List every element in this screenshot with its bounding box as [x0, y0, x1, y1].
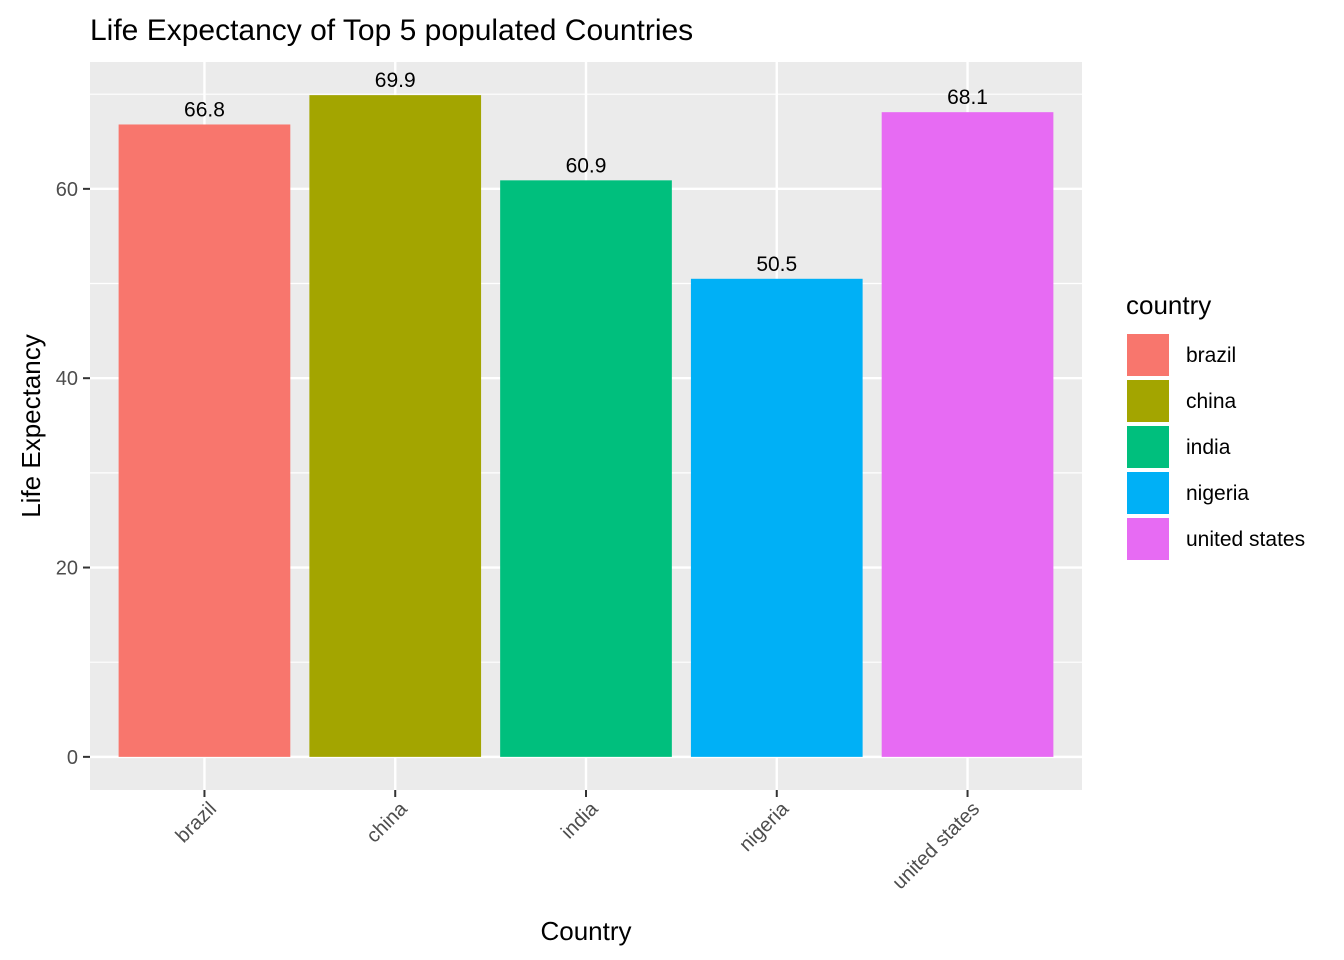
y-tick-label: 40	[56, 368, 78, 390]
legend-label: china	[1186, 390, 1237, 413]
bar-china	[309, 95, 482, 757]
x-tick-label: united states	[888, 798, 984, 894]
legend-key	[1125, 424, 1171, 470]
legend-key	[1125, 470, 1171, 516]
legend-label: united states	[1186, 528, 1305, 551]
legend-label: india	[1186, 436, 1231, 459]
chart-title: Life Expectancy of Top 5 populated Count…	[90, 14, 693, 47]
data-label: 66.8	[184, 98, 225, 121]
data-label: 50.5	[756, 253, 797, 276]
y-tick-label: 20	[56, 558, 78, 580]
legend: country brazil china india nigeria united st…	[1125, 290, 1305, 562]
y-axis: 0 20 40 60	[56, 179, 90, 769]
x-tick-label: china	[362, 797, 412, 847]
data-labels: 66.8 69.9 60.9 50.5 68.1	[184, 69, 988, 276]
y-tick-label: 0	[67, 747, 78, 769]
y-tick-label: 60	[56, 179, 78, 201]
legend-title: country	[1126, 290, 1211, 320]
bar-united-states	[881, 112, 1054, 757]
data-label: 60.9	[566, 154, 607, 177]
data-label: 69.9	[375, 69, 416, 92]
x-tick-label: brazil	[172, 798, 221, 847]
legend-key	[1125, 332, 1171, 378]
bar-brazil	[118, 124, 291, 757]
legend-key	[1125, 516, 1171, 562]
x-axis-title: Country	[540, 916, 631, 946]
x-tick-label: nigeria	[735, 797, 794, 856]
data-label: 68.1	[947, 86, 988, 109]
y-axis-title: Life Expectancy	[16, 334, 46, 518]
bar-nigeria	[690, 278, 863, 757]
x-tick-label: india	[557, 797, 603, 843]
legend-key	[1125, 378, 1171, 424]
bar-india	[500, 180, 672, 757]
legend-label: brazil	[1186, 344, 1236, 367]
legend-label: nigeria	[1186, 482, 1249, 505]
x-axis: brazil china india nigeria united states	[172, 790, 984, 894]
bars	[118, 95, 1054, 757]
